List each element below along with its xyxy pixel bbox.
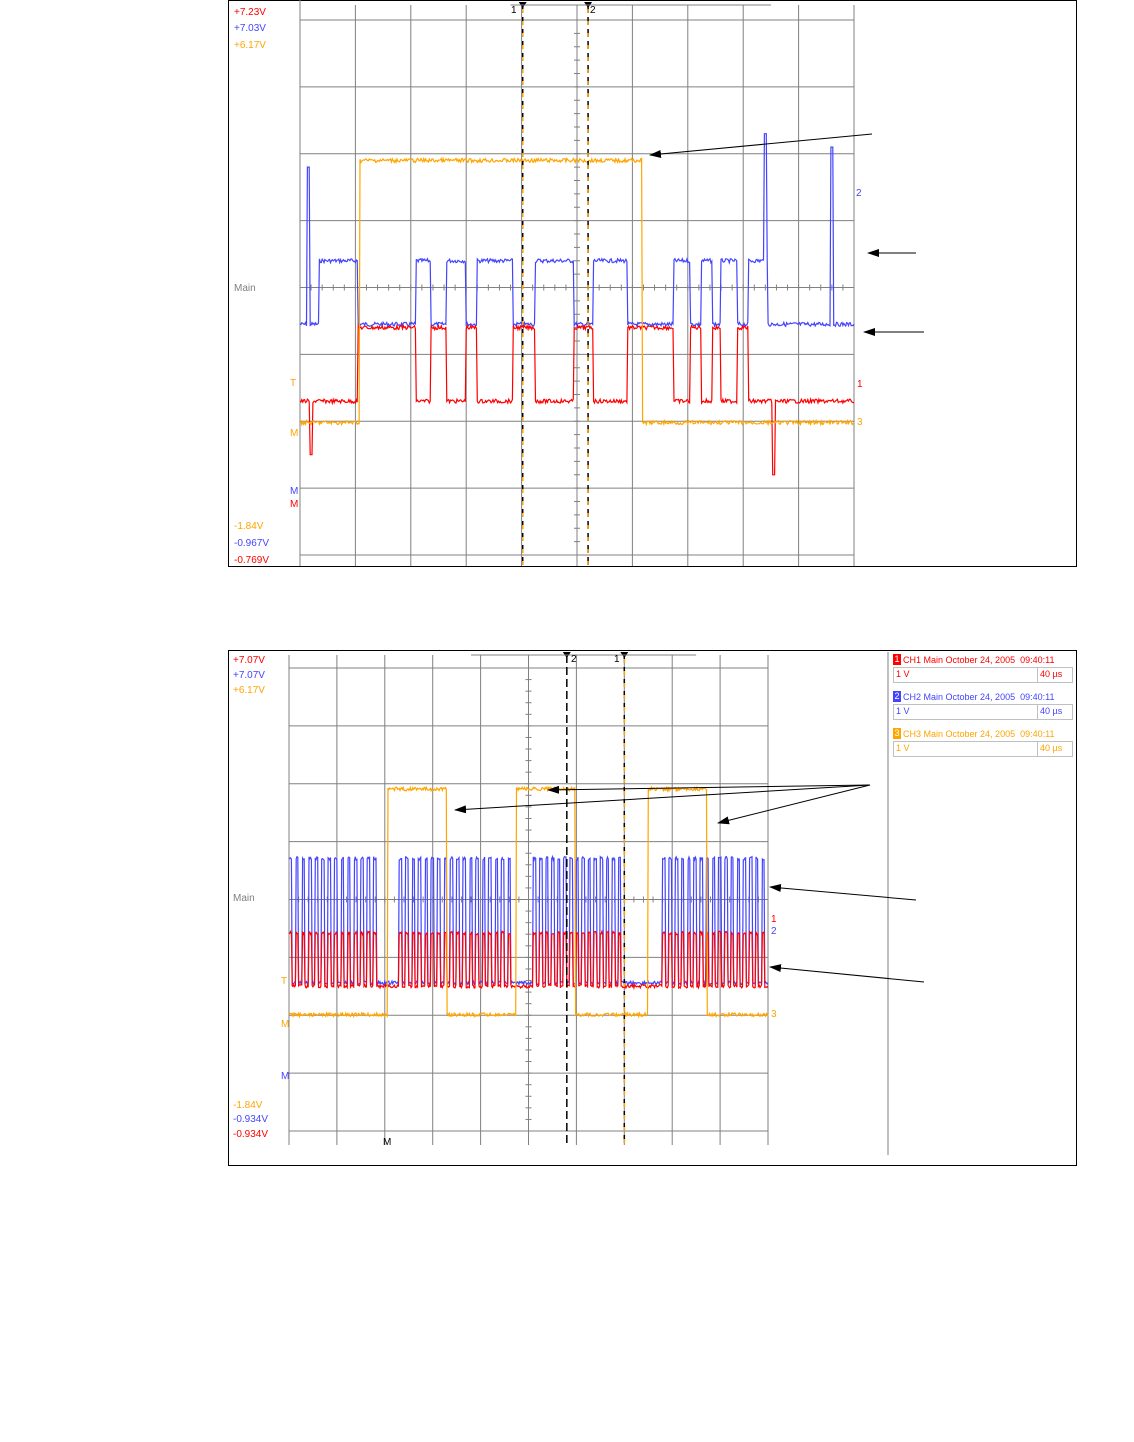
legend-ch2: 2 CH2 Main October 24, 2005 09:40:11 1 V… (893, 689, 1073, 720)
ch3-trace (288, 785, 769, 1019)
scope-panel-1: +7.23V +7.03V +6.17V Main -1.84V -0.967V… (228, 0, 1077, 567)
ch2-ground-marker: M (290, 486, 298, 497)
cursor-1-label: 1 (511, 5, 517, 16)
cursor-1-label: 1 (614, 654, 620, 665)
legend-time: 09:40:11 (1020, 691, 1055, 702)
cursor-2-label: 2 (571, 654, 577, 665)
panel-1-traces (299, 2, 855, 566)
ch2-top-voltage: +7.07V (233, 670, 265, 681)
legend-timebase: 40 µs (1037, 742, 1072, 756)
panel-1-grid (299, 5, 855, 566)
legend-ch1: 1 CH1 Main October 24, 2005 09:40:11 1 V… (893, 652, 1073, 683)
legend-date: October 24, 2005 (945, 654, 1016, 665)
legend-timebase: 40 µs (1037, 668, 1072, 682)
arrow-ch3-c (717, 784, 871, 825)
arrow-ch1 (769, 964, 925, 983)
arrow-ch3 (649, 133, 873, 158)
ch3-badge: 3 (893, 728, 901, 739)
arrow-ch3-b (547, 784, 871, 794)
bottom-m-marker: M (383, 1137, 391, 1148)
ch1-trace (288, 929, 769, 991)
ch1-badge: 1 (893, 654, 901, 665)
legend-time: 09:40:11 (1020, 654, 1055, 665)
ch1-marker: 1 (771, 914, 777, 925)
ch3-bottom-voltage: -1.84V (233, 1100, 263, 1111)
legend-title: CH2 Main (903, 691, 944, 702)
ch1-trace (299, 323, 855, 476)
panel-2-frame (228, 650, 1077, 1166)
ch3-trace (299, 156, 855, 427)
legend-scale: 1 V (896, 706, 910, 716)
ch2-badge: 2 (893, 691, 901, 702)
ch3-top-voltage: +6.17V (233, 685, 265, 696)
main-label: Main (234, 283, 256, 294)
ch1-top-voltage: +7.23V (234, 7, 266, 18)
cursor-2-label: 2 (590, 5, 596, 16)
legend-scale: 1 V (896, 743, 910, 753)
main-label: Main (233, 893, 255, 904)
legend-time: 09:40:11 (1020, 728, 1055, 739)
panel-1-frame (228, 0, 1077, 567)
scope-panel-2: +7.07V +7.07V +6.17V Main -1.84V -0.934V… (228, 650, 1077, 1166)
legend-ch3: 3 CH3 Main October 24, 2005 09:40:11 1 V… (893, 726, 1073, 757)
ch2-bottom-voltage: -0.934V (233, 1114, 268, 1125)
ch1-bottom-voltage: -0.934V (233, 1129, 268, 1140)
ch3-marker: 3 (771, 1009, 777, 1020)
arrow-ch2 (769, 883, 917, 901)
trigger-marker: T (281, 976, 287, 987)
legend-timebase: 40 µs (1037, 705, 1072, 719)
legend-scale: 1 V (896, 669, 910, 679)
arrow-ch3-a (454, 784, 871, 814)
ch1-top-voltage: +7.07V (233, 655, 265, 666)
ch3-bottom-voltage: -1.84V (234, 521, 264, 532)
legend-title: CH3 Main (903, 728, 944, 739)
ch3-ground-marker: M (290, 428, 298, 439)
ch3-ground-marker: M (281, 1019, 289, 1030)
legend-date: October 24, 2005 (945, 691, 1016, 702)
legend-date: October 24, 2005 (945, 728, 1016, 739)
ch3-top-voltage: +6.17V (234, 40, 266, 51)
ch3-marker: 3 (857, 417, 863, 428)
ch2-top-voltage: +7.03V (234, 23, 266, 34)
ch2-trace (288, 854, 769, 987)
ch1-marker: 1 (857, 379, 863, 390)
legend-title: CH1 Main (903, 654, 944, 665)
ch1-ground-marker: M (290, 499, 298, 510)
ch2-bottom-voltage: -0.967V (234, 538, 269, 549)
panel-2-traces (288, 652, 769, 1145)
ch2-trace (299, 133, 855, 329)
channel-legend: 1 CH1 Main October 24, 2005 09:40:11 1 V… (893, 652, 1073, 763)
ch2-ground-marker: M (281, 1071, 289, 1082)
annotation-arrows (454, 133, 925, 983)
ch2-marker: 2 (856, 188, 862, 199)
ch1-bottom-voltage: -0.769V (234, 555, 269, 566)
ch2-marker: 2 (771, 926, 777, 937)
trigger-marker: T (290, 378, 296, 389)
